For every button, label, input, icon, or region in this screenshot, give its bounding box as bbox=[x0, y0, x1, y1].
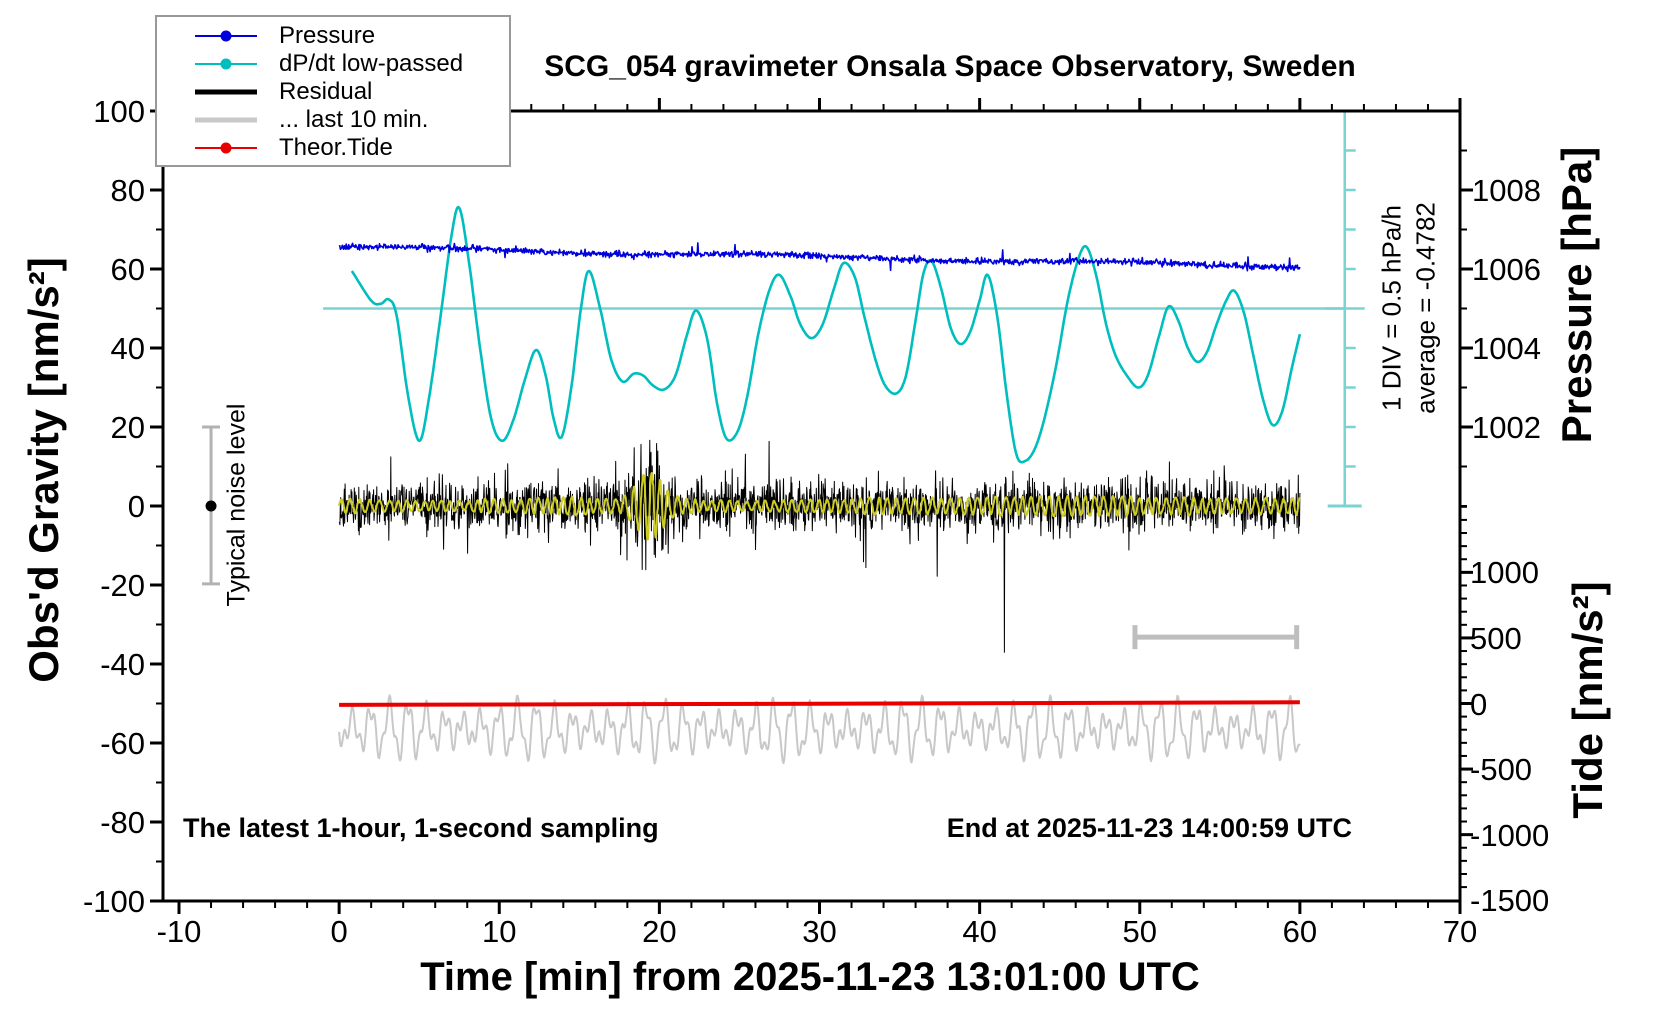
legend-item-theortide: Theor.Tide bbox=[195, 134, 509, 162]
annotation-typical-noise-level: Typical noise level bbox=[222, 403, 251, 607]
legend-swatch-pressure bbox=[195, 30, 257, 43]
x-axis-label: Time [min] from 2025-11-23 13:01:00 UTC bbox=[420, 955, 1200, 999]
page-title: SCG_054 gravimeter Onsala Space Observat… bbox=[544, 50, 1356, 83]
footer-sampling-info: The latest 1-hour, 1-second sampling bbox=[183, 813, 659, 843]
legend-label: Residual bbox=[279, 78, 373, 105]
legend-label: Pressure bbox=[279, 22, 376, 49]
legend-item-residual: Residual bbox=[195, 78, 509, 106]
legend-label: ... last 10 min. bbox=[279, 106, 429, 133]
y-axis-label-tide: Tide [nm/s²] bbox=[1564, 581, 1611, 819]
plot-area bbox=[202, 111, 1365, 765]
legend-label: Theor.Tide bbox=[279, 134, 393, 161]
legend: Pressure dP/dt low-passed Residual ... l… bbox=[155, 15, 511, 167]
legend-swatch-residual bbox=[195, 86, 257, 99]
legend-swatch-last10 bbox=[195, 114, 257, 127]
legend-item-dpdt: dP/dt low-passed bbox=[195, 50, 509, 78]
legend-item-pressure: Pressure bbox=[195, 22, 509, 50]
y-axis-label-gravity: Obs'd Gravity [nm/s²] bbox=[20, 257, 67, 683]
y-axis-label-pressure: Pressure [hPa] bbox=[1553, 146, 1600, 444]
legend-swatch-theortide bbox=[195, 142, 257, 155]
legend-swatch-dpdt bbox=[195, 58, 257, 71]
annotation-div-scale: 1 DIV = 0.5 hPa/h bbox=[1376, 205, 1407, 411]
legend-item-last10: ... last 10 min. bbox=[195, 106, 509, 134]
legend-label: dP/dt low-passed bbox=[279, 50, 464, 77]
footer-end-time: End at 2025-11-23 14:00:59 UTC bbox=[946, 813, 1352, 843]
annotation-average: average = -0.4782 bbox=[1410, 202, 1441, 414]
